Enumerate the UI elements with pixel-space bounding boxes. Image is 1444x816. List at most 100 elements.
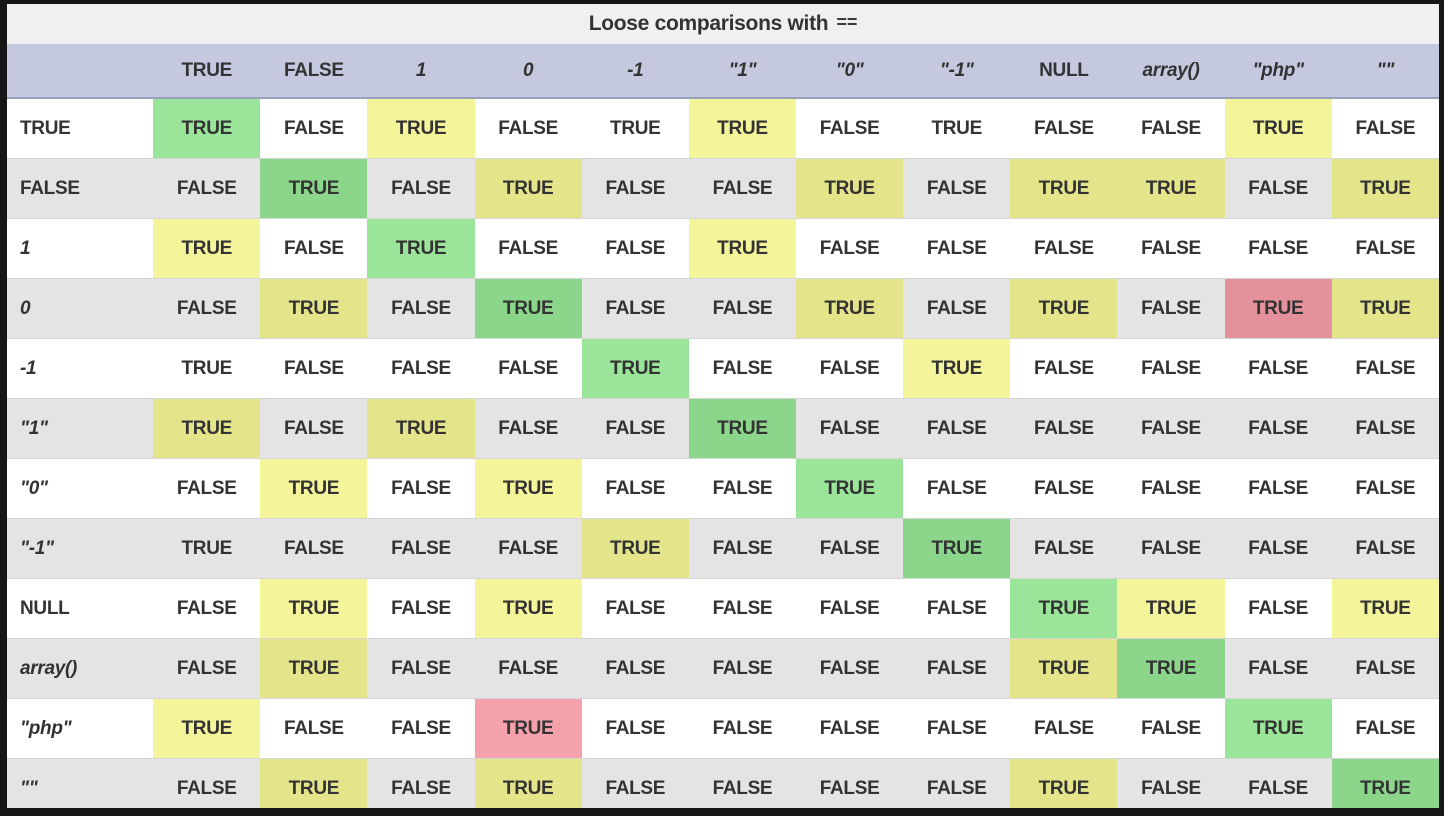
comparison-cell-4-3: FALSE bbox=[474, 338, 582, 399]
comparison-cell-4-9: FALSE bbox=[1117, 338, 1225, 399]
comparison-cell-7-4: TRUE bbox=[581, 518, 689, 579]
comparison-cell-0-9: FALSE bbox=[1141, 117, 1201, 139]
comparison-cell-10-7: FALSE bbox=[903, 698, 1011, 759]
comparison-cell-10-3: TRUE bbox=[474, 698, 582, 759]
comparison-cell-3-7: FALSE bbox=[903, 278, 1011, 339]
comparison-cell-0-11: FALSE bbox=[1355, 117, 1416, 139]
comparison-cell-7-10: FALSE bbox=[1224, 518, 1332, 579]
comparison-cell-8-8: TRUE bbox=[1010, 578, 1118, 639]
comparison-cell-10-8: FALSE bbox=[1010, 698, 1118, 759]
comparison-cell-11-4: FALSE bbox=[581, 758, 689, 808]
comparison-cell-11-0: FALSE bbox=[153, 758, 261, 808]
comparison-cell-4-10: FALSE bbox=[1224, 338, 1332, 399]
comparison-cell-11-1: TRUE bbox=[260, 758, 368, 808]
comparison-cell-9-7: FALSE bbox=[903, 638, 1011, 699]
comparison-cell-0-4: TRUE bbox=[610, 117, 661, 139]
comparison-cell-1-0: FALSE bbox=[153, 158, 261, 219]
comparison-cell-11-2: FALSE bbox=[367, 758, 475, 808]
comparison-cell-6-2: FALSE bbox=[367, 458, 475, 519]
column-header-11: "" bbox=[1331, 44, 1439, 99]
comparison-cell-2-1: FALSE bbox=[260, 218, 368, 279]
comparison-cell-1-5: FALSE bbox=[688, 158, 797, 219]
comparison-cell-2-7: FALSE bbox=[903, 218, 1011, 279]
comparison-cell-5-1: FALSE bbox=[260, 398, 368, 459]
comparison-cell-11-6: FALSE bbox=[796, 758, 904, 808]
comparison-cell-9-11: FALSE bbox=[1331, 638, 1439, 699]
comparison-cell-1-1: TRUE bbox=[260, 158, 368, 219]
comparison-cell-10-10: TRUE bbox=[1224, 698, 1332, 759]
comparison-cell-5-0: TRUE bbox=[153, 398, 261, 459]
comparison-cell-6-11: FALSE bbox=[1331, 458, 1439, 519]
comparison-cell-3-8: TRUE bbox=[1010, 278, 1118, 339]
column-header-5: "1" bbox=[688, 44, 797, 99]
comparison-cell-4-2: FALSE bbox=[367, 338, 475, 399]
comparison-cell-8-7: FALSE bbox=[903, 578, 1011, 639]
loose-comparison-table: TRUE FALSE 1 0 -1 "1" "0" "-1" NULL array() "php" "… bbox=[7, 44, 1439, 808]
row-header-10: "php" bbox=[7, 698, 154, 759]
header-row: TRUE FALSE 1 0 -1 "1" "0" "-1" NULL array() "php" "… bbox=[7, 44, 1439, 99]
table-row-6: "0" FALSE TRUE FALSE TRUE FALSE FALSE TRUE FALSE… bbox=[7, 458, 1439, 519]
comparison-cell-1-9: TRUE bbox=[1117, 158, 1225, 219]
comparison-cell-5-11: FALSE bbox=[1331, 398, 1439, 459]
comparison-cell-6-9: FALSE bbox=[1117, 458, 1225, 519]
column-header-7: "-1" bbox=[903, 44, 1011, 99]
comparison-cell-0-5: TRUE bbox=[688, 98, 797, 159]
comparison-cell-9-10: FALSE bbox=[1224, 638, 1332, 699]
row-header-0: TRUE bbox=[20, 117, 71, 139]
comparison-cell-3-9: FALSE bbox=[1117, 278, 1225, 339]
row-header-6: "0" bbox=[7, 458, 154, 519]
comparison-cell-10-9: FALSE bbox=[1117, 698, 1225, 759]
comparison-cell-7-7: TRUE bbox=[903, 518, 1011, 579]
comparison-cell-6-6: TRUE bbox=[796, 458, 904, 519]
comparison-cell-3-10: TRUE bbox=[1224, 278, 1332, 339]
table-row-4: -1 TRUE FALSE FALSE FALSE TRUE FALSE FALSE TRUE F… bbox=[7, 338, 1439, 399]
comparison-cell-7-9: FALSE bbox=[1117, 518, 1225, 579]
column-header-10: "php" bbox=[1224, 44, 1332, 99]
comparison-cell-5-7: FALSE bbox=[903, 398, 1011, 459]
comparison-cell-10-5: FALSE bbox=[688, 698, 797, 759]
comparison-cell-7-2: FALSE bbox=[367, 518, 475, 579]
comparison-cell-10-6: FALSE bbox=[796, 698, 904, 759]
column-header-6: "0" bbox=[796, 44, 904, 99]
comparison-cell-2-6: FALSE bbox=[796, 218, 904, 279]
title-text: Loose comparisons with bbox=[588, 12, 829, 35]
comparison-cell-11-11: TRUE bbox=[1331, 758, 1439, 808]
comparison-cell-8-2: FALSE bbox=[367, 578, 475, 639]
comparison-cell-5-8: FALSE bbox=[1010, 398, 1118, 459]
comparison-cell-1-6: TRUE bbox=[796, 158, 904, 219]
comparison-cell-9-6: FALSE bbox=[796, 638, 904, 699]
comparison-cell-11-9: FALSE bbox=[1117, 758, 1225, 808]
comparison-cell-4-1: FALSE bbox=[260, 338, 368, 399]
comparison-cell-7-1: FALSE bbox=[260, 518, 368, 579]
comparison-cell-5-6: FALSE bbox=[796, 398, 904, 459]
comparison-cell-11-8: TRUE bbox=[1010, 758, 1118, 808]
row-header-11: "" bbox=[7, 758, 154, 808]
comparison-cell-2-11: FALSE bbox=[1331, 218, 1439, 279]
comparison-cell-4-7: TRUE bbox=[903, 338, 1011, 399]
comparison-cell-3-11: TRUE bbox=[1331, 278, 1439, 339]
comparison-cell-9-4: FALSE bbox=[581, 638, 689, 699]
comparison-cell-8-5: FALSE bbox=[688, 578, 797, 639]
row-header-8: NULL bbox=[7, 578, 154, 639]
comparison-cell-3-4: FALSE bbox=[581, 278, 689, 339]
comparison-cell-8-3: TRUE bbox=[474, 578, 582, 639]
comparison-cell-1-7: FALSE bbox=[903, 158, 1011, 219]
table-row-8: NULL FALSE TRUE FALSE TRUE FALSE FALSE FALSE FAL… bbox=[7, 578, 1439, 639]
table-row-11: "" FALSE TRUE FALSE TRUE FALSE FALSE FALSE FALSE… bbox=[7, 758, 1439, 808]
comparison-cell-4-5: FALSE bbox=[688, 338, 797, 399]
comparison-cell-2-3: FALSE bbox=[474, 218, 582, 279]
table-header: TRUE FALSE 1 0 -1 "1" "0" "-1" NULL array() "php" "… bbox=[7, 44, 1439, 99]
comparison-cell-6-1: TRUE bbox=[260, 458, 368, 519]
comparison-cell-0-1: FALSE bbox=[284, 117, 344, 139]
comparison-cell-10-2: FALSE bbox=[367, 698, 475, 759]
comparison-cell-4-6: FALSE bbox=[796, 338, 904, 399]
comparison-cell-6-4: FALSE bbox=[581, 458, 689, 519]
comparison-cell-11-7: FALSE bbox=[903, 758, 1011, 808]
comparison-cell-1-11: TRUE bbox=[1331, 158, 1439, 219]
comparison-cell-11-10: FALSE bbox=[1224, 758, 1332, 808]
comparison-cell-3-5: FALSE bbox=[688, 278, 797, 339]
comparison-cell-3-6: TRUE bbox=[796, 278, 904, 339]
comparison-cell-3-3: TRUE bbox=[474, 278, 582, 339]
column-header-3: 0 bbox=[474, 44, 582, 99]
